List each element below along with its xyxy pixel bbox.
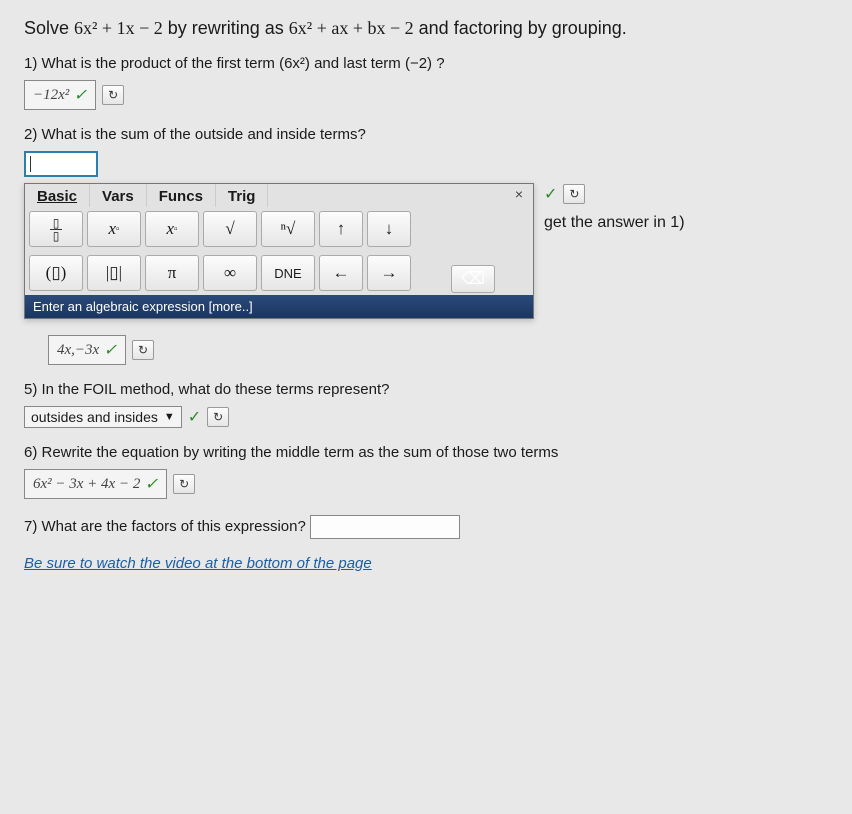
title-expr1: 6x² + 1x − 2: [74, 18, 163, 38]
key-dne[interactable]: DNE: [261, 255, 315, 291]
key-backspace[interactable]: ⌫: [451, 265, 495, 293]
q5-prompt: 5) In the FOIL method, what do these ter…: [24, 381, 828, 398]
tab-funcs[interactable]: Funcs: [147, 184, 216, 207]
q2-prompt: 2) What is the sum of the outside and in…: [24, 126, 828, 143]
key-sqrt[interactable]: √: [203, 211, 257, 247]
retry-icon: ↻: [213, 410, 223, 424]
cursor: [30, 156, 31, 172]
key-nthroot[interactable]: ⁿ√: [261, 211, 315, 247]
q1-answer-box[interactable]: −12x² ✓: [24, 80, 96, 110]
video-link[interactable]: Be sure to watch the video at the bottom…: [24, 555, 372, 572]
key-fraction[interactable]: ▯▯: [29, 211, 83, 247]
q3-retry-button[interactable]: ↻: [563, 184, 585, 204]
key-abs[interactable]: |▯|: [87, 255, 141, 291]
q3-check-icon: ✓: [544, 184, 557, 204]
q6-check-icon: ✓: [140, 474, 158, 494]
tab-basic[interactable]: Basic: [25, 184, 90, 207]
q6-answer-box[interactable]: 6x² − 3x + 4x − 2 ✓: [24, 469, 167, 499]
chevron-down-icon: ▼: [164, 411, 175, 423]
q2-input[interactable]: [24, 151, 98, 177]
q6-retry-button[interactable]: ↻: [173, 474, 195, 494]
tab-trig[interactable]: Trig: [216, 184, 269, 207]
retry-icon: ↻: [569, 187, 579, 201]
retry-icon: ↻: [179, 477, 189, 491]
title-pre: Solve: [24, 18, 74, 38]
retry-icon: ↻: [108, 88, 118, 102]
q7-input[interactable]: [310, 515, 460, 539]
key-down[interactable]: ↓: [367, 211, 411, 247]
q7-prompt: 7) What are the factors of this expressi…: [24, 515, 828, 539]
q1-prompt: 1) What is the product of the first term…: [24, 55, 828, 72]
q1-answer: −12x²: [33, 87, 69, 104]
key-left[interactable]: ←: [319, 255, 363, 291]
q4-answer-box[interactable]: 4x,−3x ✓: [48, 335, 126, 365]
key-parens[interactable]: (▯): [29, 255, 83, 291]
tab-vars[interactable]: Vars: [90, 184, 147, 207]
q1-check-icon: ✓: [69, 85, 87, 105]
q6-answer: 6x² − 3x + 4x − 2: [33, 476, 140, 493]
retry-icon: ↻: [138, 343, 148, 357]
key-row-1: ▯▯ x▫ x▫ √ ⁿ√ ↑ ↓: [25, 207, 533, 251]
q5-dropdown[interactable]: outsides and insides ▼: [24, 406, 182, 428]
q1-retry-button[interactable]: ↻: [102, 85, 124, 105]
q6-prompt: 6) Rewrite the equation by writing the m…: [24, 444, 828, 461]
key-right[interactable]: →: [367, 255, 411, 291]
key-pi[interactable]: π: [145, 255, 199, 291]
title-expr2: 6x² + ax + bx − 2: [289, 18, 414, 38]
q4-answer: 4x,−3x: [57, 342, 99, 359]
key-infinity[interactable]: ∞: [203, 255, 257, 291]
aux-text: get the answer in 1): [544, 214, 685, 232]
palette-tabs: Basic Vars Funcs Trig ×: [25, 184, 533, 207]
math-palette: Basic Vars Funcs Trig × ▯▯ x▫ x▫ √ ⁿ√ ↑ …: [24, 183, 534, 319]
q4-retry-button[interactable]: ↻: [132, 340, 154, 360]
key-power[interactable]: x▫: [87, 211, 141, 247]
q7-prompt-text: 7) What are the factors of this expressi…: [24, 518, 306, 535]
problem-title: Solve 6x² + 1x − 2 by rewriting as 6x² +…: [24, 18, 828, 39]
key-up[interactable]: ↑: [319, 211, 363, 247]
title-post: and factoring by grouping.: [419, 18, 627, 38]
q5-retry-button[interactable]: ↻: [207, 407, 229, 427]
q5-selected: outsides and insides: [31, 409, 158, 425]
title-mid: by rewriting as: [168, 18, 289, 38]
q4-check-icon: ✓: [99, 340, 117, 360]
q5-check-icon: ✓: [188, 407, 201, 427]
palette-hint[interactable]: Enter an algebraic expression [more..]: [33, 299, 421, 314]
key-subscript[interactable]: x▫: [145, 211, 199, 247]
palette-close-button[interactable]: ×: [505, 184, 533, 207]
